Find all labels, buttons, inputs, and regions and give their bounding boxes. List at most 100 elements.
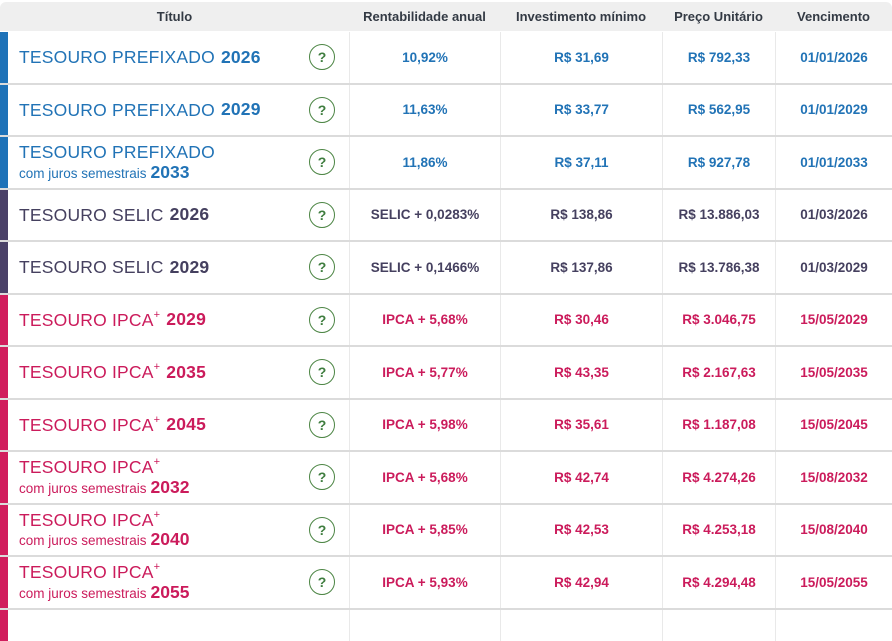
maturity-date-value: 15/05/2045 [775, 399, 892, 450]
bond-title: TESOURO SELIC 2029 [19, 257, 209, 277]
bond-title: TESOURO PREFIXADO 2029 [19, 100, 261, 120]
annual-rate-value: 10,92% [349, 32, 500, 83]
bond-title: TESOURO PREFIXADO com juros semestrais 20… [19, 142, 221, 182]
bond-subtitle: com juros semestrais [19, 533, 147, 549]
table-row[interactable]: TESOURO IPCA+ com juros semestrais 2032 ?… [0, 452, 892, 505]
table-row[interactable] [0, 609, 892, 641]
column-header-vencimento: Vencimento [797, 9, 870, 24]
help-icon[interactable]: ? [309, 359, 335, 386]
bond-name: TESOURO IPCA [19, 457, 154, 478]
help-icon[interactable]: ? [309, 201, 335, 228]
help-icon[interactable]: ? [309, 44, 335, 71]
bond-year-line2: 2033 [150, 161, 190, 182]
bond-year-line2: 2032 [150, 476, 190, 497]
table-row[interactable]: TESOURO IPCA+ 2029 ? IPCA + 5,68% R$ 30,4… [0, 294, 892, 347]
help-icon[interactable]: ? [309, 464, 335, 491]
bond-title-cell: TESOURO IPCA+ com juros semestrais 2055 ? [0, 557, 349, 608]
help-icon[interactable]: ? [309, 149, 335, 176]
unit-price-value: R$ 1.187,08 [662, 399, 775, 450]
annual-rate-value: IPCA + 5,93% [349, 557, 500, 608]
bond-name: TESOURO IPCA [19, 309, 154, 330]
table-row[interactable]: TESOURO IPCA+ com juros semestrais 2055 ?… [0, 557, 892, 610]
help-icon[interactable]: ? [309, 96, 335, 123]
bond-name: TESOURO PREFIXADO [19, 99, 215, 120]
bond-title-cell: TESOURO IPCA+ 2045 ? [0, 399, 349, 450]
bond-name: TESOURO IPCA [19, 414, 154, 435]
maturity-date-value: 15/05/2029 [775, 294, 892, 345]
annual-rate-value: IPCA + 5,98% [349, 399, 500, 450]
bond-title-cell: TESOURO SELIC 2029 ? [0, 242, 349, 293]
help-icon[interactable]: ? [309, 306, 335, 333]
min-investment-value: R$ 30,46 [500, 294, 662, 345]
bond-title: TESOURO IPCA+ com juros semestrais 2040 [19, 509, 190, 550]
min-investment-value: R$ 42,53 [500, 504, 662, 555]
unit-price-value: R$ 4.253,18 [662, 504, 775, 555]
column-header-investimento-minimo: Investimento mínimo [515, 9, 647, 24]
table-row[interactable]: TESOURO PREFIXADO 2029 ? 11,63% R$ 33,77 … [0, 84, 892, 137]
bond-title: TESOURO IPCA+ 2045 [19, 414, 207, 435]
bond-title-cell: TESOURO SELIC 2026 ? [0, 189, 349, 240]
table-row[interactable]: TESOURO PREFIXADO com juros semestrais 20… [0, 137, 892, 190]
bond-title: TESOURO IPCA+ com juros semestrais 2055 [19, 561, 190, 602]
column-header-rentabilidade-anual: Rentabilidade anual [363, 9, 486, 24]
bond-name: TESOURO PREFIXADO [19, 142, 215, 163]
bond-category-bar [0, 32, 8, 83]
bond-subtitle: com juros semestrais [19, 165, 147, 181]
bond-title-cell: TESOURO IPCA+ 2029 ? [0, 294, 349, 345]
bond-year: 2026 [220, 46, 261, 67]
bond-title-cell: TESOURO PREFIXADO 2029 ? [0, 84, 349, 135]
bond-year-line2: 2040 [150, 529, 190, 550]
min-investment-value: R$ 37,11 [500, 137, 662, 188]
bond-category-bar [0, 189, 8, 240]
min-investment-value: R$ 43,35 [500, 347, 662, 398]
bond-name: TESOURO SELIC [19, 256, 164, 277]
bond-title-cell [0, 609, 349, 641]
maturity-date-value: 01/03/2029 [775, 242, 892, 293]
min-investment-value: R$ 137,86 [500, 242, 662, 293]
table-row[interactable]: TESOURO SELIC 2026 ? SELIC + 0,0283% R$ 1… [0, 189, 892, 242]
min-investment-value [500, 609, 662, 641]
table-row[interactable]: TESOURO IPCA+ 2045 ? IPCA + 5,98% R$ 35,6… [0, 399, 892, 452]
annual-rate-value [349, 609, 500, 641]
bond-title-cell: TESOURO IPCA+ com juros semestrais 2040 ? [0, 504, 349, 555]
min-investment-value: R$ 42,74 [500, 452, 662, 503]
min-investment-value: R$ 138,86 [500, 189, 662, 240]
table-row[interactable]: TESOURO SELIC 2029 ? SELIC + 0,1466% R$ 1… [0, 242, 892, 295]
maturity-date-value: 15/05/2035 [775, 347, 892, 398]
bond-year-line2: 2055 [150, 581, 190, 602]
ipca-plus-superscript: + [153, 561, 161, 574]
min-investment-value: R$ 35,61 [500, 399, 662, 450]
maturity-date-value [775, 609, 892, 641]
bond-category-bar [0, 609, 8, 641]
help-icon[interactable]: ? [309, 411, 335, 438]
table-row[interactable]: TESOURO IPCA+ com juros semestrais 2040 ?… [0, 504, 892, 557]
help-icon[interactable]: ? [309, 254, 335, 281]
bond-title: TESOURO IPCA+ 2029 [19, 309, 206, 330]
ipca-plus-superscript: + [153, 361, 161, 374]
annual-rate-value: 11,63% [349, 84, 500, 135]
maturity-date-value: 15/05/2055 [775, 557, 892, 608]
bond-category-bar [0, 84, 8, 135]
bond-subtitle: com juros semestrais [19, 585, 147, 601]
bond-name: TESOURO IPCA [19, 361, 154, 382]
bond-subtitle: com juros semestrais [19, 480, 147, 496]
table-header: Título Rentabilidade anual Investimento … [0, 2, 892, 31]
column-header-preco-unitario: Preço Unitário [674, 9, 763, 24]
table-row[interactable]: TESOURO IPCA+ 2035 ? IPCA + 5,77% R$ 43,3… [0, 347, 892, 400]
help-icon[interactable]: ? [309, 516, 335, 543]
maturity-date-value: 01/01/2033 [775, 137, 892, 188]
bond-title-cell: TESOURO PREFIXADO 2026 ? [0, 32, 349, 83]
bond-category-bar [0, 294, 8, 345]
bond-title: TESOURO IPCA+ com juros semestrais 2032 [19, 456, 190, 497]
bond-year: 2045 [166, 414, 207, 435]
table-row[interactable]: TESOURO PREFIXADO 2026 ? 10,92% R$ 31,69 … [0, 32, 892, 85]
unit-price-value: R$ 4.294,48 [662, 557, 775, 608]
maturity-date-value: 15/08/2032 [775, 452, 892, 503]
unit-price-value: R$ 927,78 [662, 137, 775, 188]
min-investment-value: R$ 33,77 [500, 84, 662, 135]
help-icon[interactable]: ? [309, 569, 335, 596]
bond-year: 2029 [220, 99, 261, 120]
bond-name: TESOURO SELIC [19, 204, 164, 225]
ipca-plus-superscript: + [153, 456, 161, 469]
unit-price-value: R$ 2.167,63 [662, 347, 775, 398]
